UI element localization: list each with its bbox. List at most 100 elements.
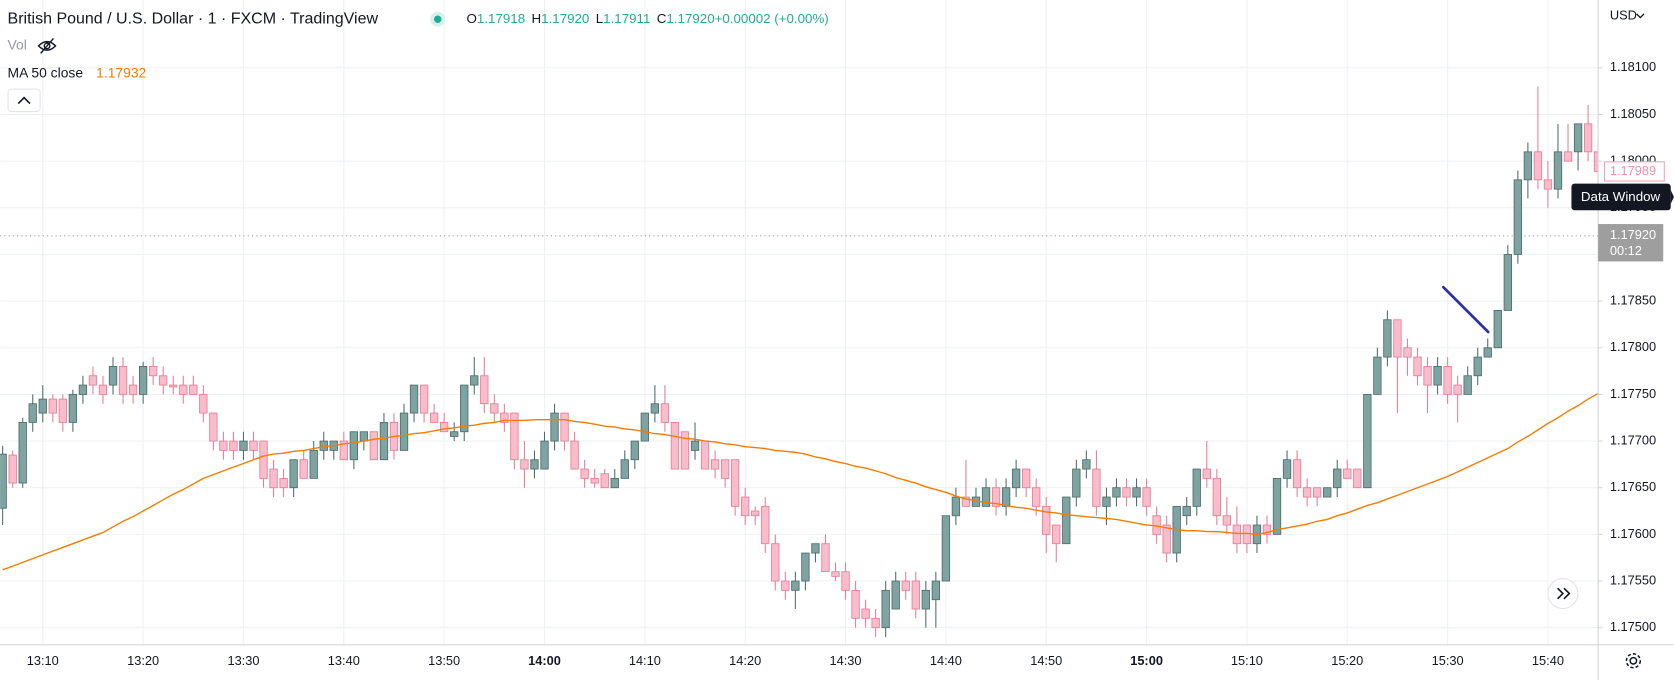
candle-body <box>359 431 369 442</box>
ohlc-key: L <box>596 11 603 26</box>
candle-body <box>1072 468 1081 498</box>
x-tick-label: 13:40 <box>328 653 360 668</box>
y-tick-label: 1.17650 <box>1610 479 1656 494</box>
moving-average-line <box>2 392 1599 571</box>
candle-body <box>660 403 670 423</box>
candle-body <box>1583 123 1593 153</box>
candle-body <box>791 580 800 591</box>
candle-body <box>941 515 951 582</box>
candle-body <box>8 454 17 484</box>
ohlc-value: 1.17918 <box>477 11 525 26</box>
candle-body <box>128 384 138 395</box>
ohlc-value: 1.17920 <box>666 11 714 26</box>
candle-body <box>429 412 439 423</box>
candle-body <box>1032 487 1041 507</box>
trend-line-drawing[interactable] <box>1442 285 1490 334</box>
x-tick-label: 14:00 <box>528 653 561 668</box>
candle-body <box>761 505 770 545</box>
candle-body <box>700 440 710 470</box>
x-tick-label: 14:50 <box>1030 653 1062 668</box>
candle-body <box>570 440 579 470</box>
chart-title: British Pound / U.S. Dollar · 1 · FXCM ·… <box>8 10 379 27</box>
candle-body <box>409 384 419 414</box>
candle-body <box>189 384 198 395</box>
hidden-icon[interactable] <box>37 37 57 54</box>
candle-body <box>1001 487 1011 507</box>
candle-body <box>741 496 750 517</box>
status-dot <box>434 15 442 23</box>
candle-body <box>1513 179 1523 255</box>
candle-body <box>369 431 379 461</box>
candle-body <box>339 440 348 461</box>
candle-body <box>1443 365 1452 395</box>
candle-body <box>670 421 680 470</box>
y-tick-label: 1.18050 <box>1610 106 1656 121</box>
candle-body <box>460 384 469 433</box>
candle-body <box>98 384 108 395</box>
ohlc-value: 1.17920 <box>541 11 589 26</box>
candle-body <box>219 440 228 451</box>
candle-body <box>1132 487 1141 498</box>
candle-body <box>1363 393 1372 489</box>
x-tick-label: 14:20 <box>729 653 761 668</box>
candle-body <box>781 580 790 591</box>
crosshair-price-label: 1.17920 <box>1610 227 1656 242</box>
tooltip-box <box>1571 183 1671 211</box>
candle-body <box>1021 468 1031 489</box>
currency-caret <box>1636 13 1645 19</box>
candle-body <box>931 580 941 601</box>
ohlc-key: O <box>467 11 477 26</box>
candle-body <box>1102 496 1111 507</box>
candle-body <box>289 459 298 489</box>
currency-label[interactable]: USD <box>1610 7 1637 22</box>
candle-body <box>580 468 589 479</box>
candle-body <box>1292 459 1302 489</box>
candle-body <box>600 473 609 489</box>
candle-body <box>58 398 68 423</box>
x-tick-label: 15:40 <box>1532 653 1564 668</box>
settings-icon[interactable] <box>1625 653 1642 669</box>
candle-body <box>309 449 318 479</box>
candle-body <box>1262 524 1272 535</box>
candle-body <box>1383 319 1392 358</box>
candle-body <box>1333 468 1342 489</box>
collapse-button[interactable] <box>7 88 41 113</box>
scroll-button[interactable] <box>1547 578 1579 610</box>
candle-body <box>0 453 7 509</box>
candle-body <box>510 412 519 461</box>
crosshair-price-box <box>1598 224 1664 262</box>
candle-body <box>439 421 449 433</box>
candle-body <box>1373 356 1382 395</box>
candle-body <box>851 589 860 619</box>
candle-body <box>921 589 930 610</box>
candle-body <box>1523 151 1533 181</box>
ohlc-value: 1.17911 <box>603 11 650 26</box>
candle-body <box>78 384 88 395</box>
candle-body <box>841 571 850 591</box>
y-tick-label: 1.17850 <box>1610 292 1656 307</box>
candle-body <box>1052 524 1061 545</box>
y-tick-label: 1.17600 <box>1610 526 1656 541</box>
x-tick-label: 14:30 <box>830 653 862 668</box>
candle-body <box>871 617 880 629</box>
candle-body <box>1011 468 1021 489</box>
candle-body <box>751 510 760 517</box>
candle-body <box>299 459 308 479</box>
candle-body <box>1222 515 1232 526</box>
candle-body <box>169 384 178 388</box>
candle-body <box>640 412 650 442</box>
candle-body <box>239 440 248 451</box>
candle-body <box>1573 123 1583 153</box>
candle-body <box>249 440 258 451</box>
candle-body <box>159 375 168 386</box>
candle-body <box>1162 524 1171 554</box>
candle-body <box>1493 310 1502 349</box>
candle-body <box>1112 487 1121 498</box>
candle-body <box>1202 468 1211 479</box>
candle-body <box>630 440 639 461</box>
x-tick-label: 13:20 <box>127 653 159 668</box>
candle-body <box>1553 151 1563 190</box>
candle-body <box>1483 347 1492 358</box>
candle-body <box>1192 468 1201 507</box>
